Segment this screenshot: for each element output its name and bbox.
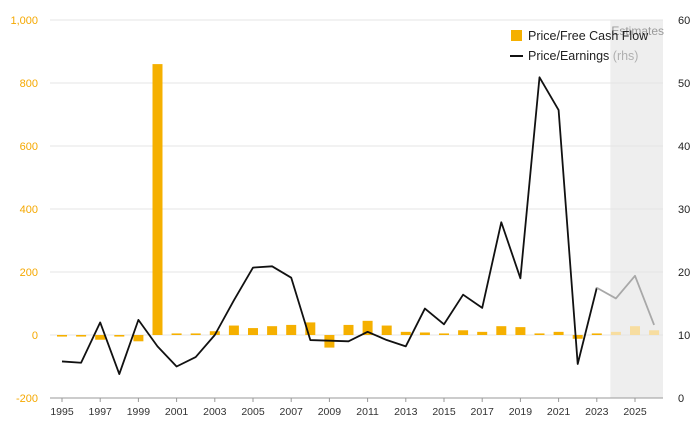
legend: Price/Free Cash Flow Price/Earnings (rhs… — [510, 29, 649, 63]
bar-price-fcf-2016 — [458, 330, 469, 335]
bar-price-fcf-2003 — [209, 331, 220, 335]
bar-price-fcf-2007 — [286, 324, 297, 335]
left-tick-label: 0 — [32, 330, 38, 342]
bar-price-fcf-2020 — [534, 333, 545, 335]
bar-price-fcf-2015 — [439, 333, 449, 335]
left-tick-label: 200 — [20, 267, 38, 279]
right-tick-label: 60 — [678, 15, 690, 27]
right-tick-label: 30 — [678, 204, 690, 216]
bar-price-fcf-2018 — [496, 326, 507, 335]
bar-price-fcf-1998 — [114, 335, 125, 337]
bar-price-fcf-2013 — [400, 331, 411, 335]
legend-label-price-earnings-suffix: (rhs) — [613, 49, 639, 63]
legend-swatch-price-fcf — [511, 30, 522, 41]
left-tick-label: 400 — [20, 204, 38, 216]
right-tick-label: 20 — [678, 267, 690, 279]
right-tick-label: 40 — [678, 141, 690, 153]
x-tick-label: 2007 — [280, 406, 304, 418]
x-tick-label: 2003 — [203, 406, 227, 418]
bar-price-fcf-1997 — [95, 335, 106, 340]
bar-series-price-fcf — [57, 64, 660, 348]
bar-price-fcf-2012 — [381, 325, 392, 335]
bar-price-fcf-2000 — [152, 64, 163, 335]
legend-label-price-fcf: Price/Free Cash Flow — [528, 29, 649, 43]
left-tick-label: 1,000 — [10, 15, 38, 27]
bar-price-fcf-2010 — [343, 324, 354, 335]
x-tick-label: 2009 — [318, 406, 342, 418]
bar-price-fcf-2002 — [190, 333, 201, 335]
bar-price-fcf-2008 — [305, 322, 316, 335]
x-tick-label: 1997 — [89, 406, 113, 418]
bar-price-fcf-2006 — [267, 326, 278, 335]
x-tick-label: 2005 — [241, 406, 265, 418]
right-tick-label: 10 — [678, 330, 690, 342]
bar-price-fcf-2004 — [228, 325, 239, 335]
bar-price-fcf-2021 — [553, 331, 564, 335]
bar-price-fcf-2011 — [362, 320, 373, 335]
estimates-label: Estimates — [611, 24, 664, 38]
left-tick-label: -200 — [16, 393, 38, 405]
bar-price-fcf-1996 — [76, 335, 87, 337]
left-tick-label: 600 — [20, 141, 38, 153]
legend-label-price-earnings: Price/Earnings (rhs) — [528, 49, 638, 63]
x-tick-label: 2021 — [547, 406, 571, 418]
x-tick-label: 1995 — [50, 406, 74, 418]
x-tick-label: 2001 — [165, 406, 189, 418]
right-tick-label: 0 — [678, 393, 684, 405]
bar-price-fcf-2005 — [248, 328, 258, 335]
bar-price-fcf-2025 — [630, 326, 640, 335]
bar-price-fcf-2024 — [610, 331, 621, 335]
bar-price-fcf-2014 — [419, 332, 430, 335]
bar-price-fcf-2026 — [649, 330, 660, 335]
bar-price-fcf-2023 — [591, 333, 602, 335]
x-tick-label: 2023 — [585, 406, 609, 418]
x-tick-label: 2015 — [432, 406, 456, 418]
bar-price-fcf-1999 — [133, 335, 144, 342]
bar-price-fcf-2022 — [572, 335, 583, 339]
right-tick-label: 50 — [678, 78, 690, 90]
axes: -200 0 200 400 600 800 1,000 0 10 20 30 40 50 60 1995 1… — [10, 15, 690, 418]
line-price-earnings-estimate — [596, 274, 655, 326]
bar-price-fcf-1995 — [57, 335, 67, 337]
bar-price-fcf-2019 — [515, 327, 526, 335]
line-series-price-earnings — [61, 76, 655, 375]
bar-price-fcf-2001 — [171, 333, 182, 335]
left-tick-label: 800 — [20, 78, 38, 90]
legend-label-price-earnings-name: Price/Earnings — [528, 49, 609, 63]
x-tick-label: 2017 — [471, 406, 495, 418]
line-price-earnings-actual — [61, 76, 598, 375]
x-tick-label: 2025 — [623, 406, 647, 418]
x-tick-label: 2019 — [509, 406, 533, 418]
x-tick-label: 2013 — [394, 406, 418, 418]
x-tick-label: 1999 — [127, 406, 151, 418]
bar-price-fcf-2017 — [477, 331, 488, 335]
x-tick-label: 2011 — [356, 406, 379, 418]
